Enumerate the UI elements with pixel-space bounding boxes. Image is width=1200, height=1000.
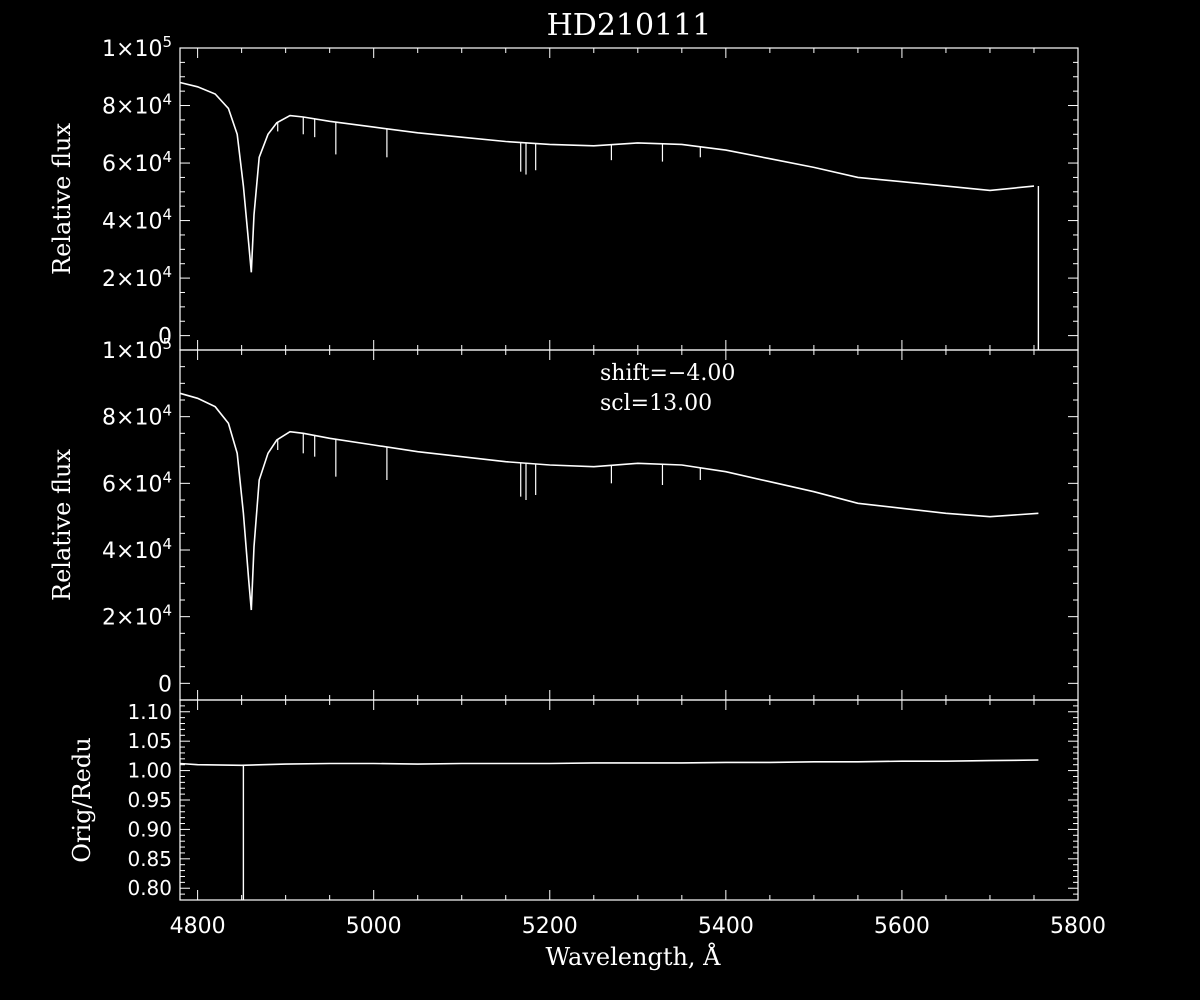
x-tick-label: 5600 [874, 914, 930, 939]
middle-y-tick-label: 2×104 [102, 602, 172, 631]
bottom-y-axis-label: Orig/Redu [68, 737, 96, 862]
middle-y-tick-label: 0 [158, 672, 172, 697]
x-tick-label: 5400 [698, 914, 754, 939]
bottom-spectrum-line [179, 759, 1039, 767]
middle-y-tick-label: 6×104 [102, 468, 172, 497]
middle-y-tick-label: 4×104 [102, 535, 172, 564]
middle-spectrum-line [179, 392, 1039, 611]
x-axis-label: Wavelength, Å [545, 942, 721, 971]
bottom-y-tick-label: 1.05 [127, 729, 172, 753]
bottom-y-tick-label: 0.85 [127, 847, 172, 871]
top-y-tick-label: 0 [158, 325, 172, 350]
chart-title: HD210111 [547, 8, 712, 43]
top-y-tick-label: 6×104 [102, 148, 172, 177]
top-y-tick-label: 1×105 [102, 33, 172, 62]
middle-y-axis-label: Relative flux [48, 449, 76, 601]
top-y-tick-label: 4×104 [102, 206, 172, 235]
bottom-y-tick-label: 1.00 [127, 759, 172, 783]
bottom-y-tick-label: 0.80 [127, 876, 172, 900]
top-y-axis-label: Relative flux [48, 123, 76, 275]
middle-y-tick-label: 1×105 [102, 335, 172, 364]
top-spectrum-line [179, 81, 1035, 273]
top-y-tick-label: 2×104 [102, 263, 172, 292]
annotation-scl: scl=13.00 [600, 391, 712, 416]
middle-y-tick-label: 8×104 [102, 402, 172, 431]
x-tick-label: 5800 [1050, 914, 1106, 939]
bottom-y-tick-label: 1.10 [127, 700, 172, 724]
x-tick-label: 5000 [346, 914, 402, 939]
top-plot-frame [179, 47, 1079, 351]
annotation-shift: shift=−4.00 [600, 361, 735, 386]
x-tick-label: 4800 [170, 914, 226, 939]
bottom-y-tick-label: 0.95 [127, 788, 172, 812]
x-tick-label: 5200 [522, 914, 578, 939]
bottom-plot-frame [179, 699, 1079, 901]
top-y-tick-label: 8×104 [102, 91, 172, 120]
bottom-y-tick-label: 0.90 [127, 817, 172, 841]
